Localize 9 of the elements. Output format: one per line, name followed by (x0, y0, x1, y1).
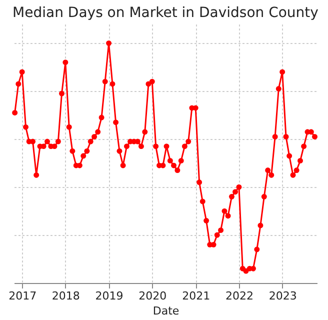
chart-title: Median Days on Market in Davidson County (12, 5, 318, 21)
x-tick-label: 2020 (138, 290, 167, 302)
x-tick-label: 2021 (182, 290, 210, 302)
x-tick-label: 2018 (52, 290, 80, 302)
x-tick-label: 2019 (95, 290, 124, 302)
x-axis-title: Date (152, 304, 180, 318)
x-tick-label: 2023 (268, 290, 297, 302)
x-tick-label: 2022 (225, 290, 254, 302)
x-tick-label: 2017 (8, 290, 37, 302)
